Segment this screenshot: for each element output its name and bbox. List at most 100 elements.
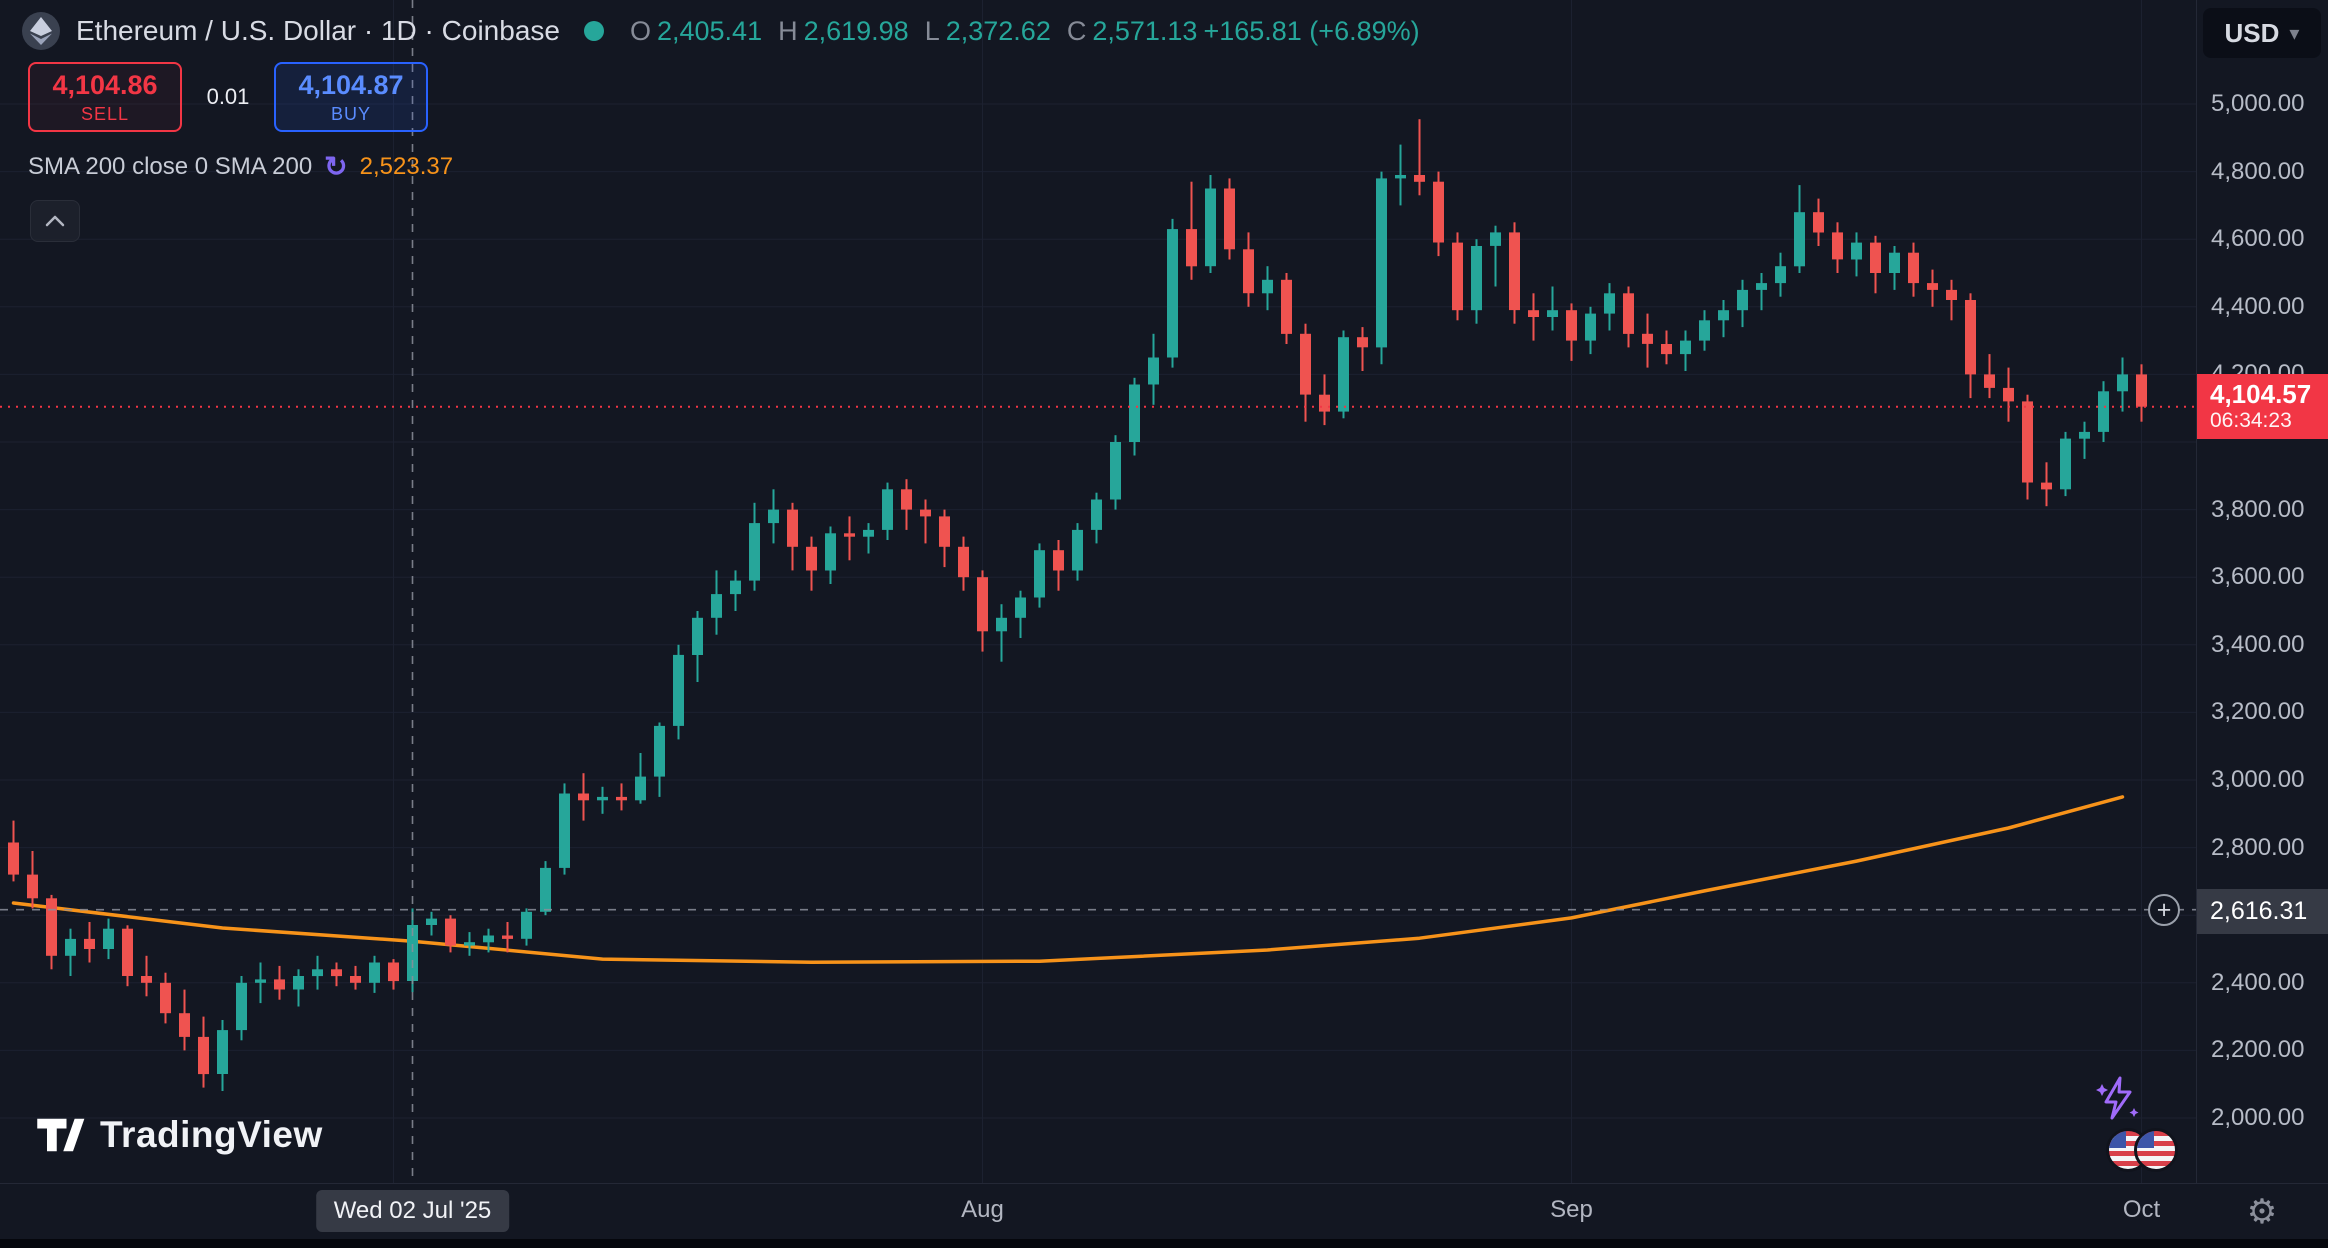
- candle[interactable]: [1091, 492, 1102, 544]
- candle[interactable]: [1813, 198, 1824, 246]
- candle[interactable]: [787, 502, 798, 571]
- candle[interactable]: [2060, 431, 2071, 497]
- candle[interactable]: [1737, 279, 1748, 328]
- candle[interactable]: [1015, 590, 1026, 638]
- candle[interactable]: [749, 502, 760, 591]
- candle[interactable]: [46, 894, 57, 970]
- candle[interactable]: [559, 783, 570, 875]
- candle[interactable]: [958, 536, 969, 591]
- candle[interactable]: [1794, 185, 1805, 273]
- sparkle-boost-icon[interactable]: [2094, 1074, 2142, 1127]
- candle[interactable]: [844, 516, 855, 561]
- candle[interactable]: [1946, 279, 1957, 321]
- gear-icon[interactable]: ⚙: [2246, 1192, 2278, 1231]
- candle[interactable]: [1129, 377, 1140, 456]
- candle[interactable]: [2136, 364, 2147, 422]
- candle[interactable]: [236, 976, 247, 1041]
- candle[interactable]: [179, 989, 190, 1051]
- candle[interactable]: [1319, 374, 1330, 426]
- candle[interactable]: [616, 783, 627, 811]
- candle[interactable]: [369, 955, 380, 993]
- candle[interactable]: [1243, 232, 1254, 307]
- candle[interactable]: [1281, 273, 1292, 344]
- candle[interactable]: [483, 928, 494, 953]
- candle[interactable]: [1034, 543, 1045, 608]
- candle[interactable]: [1889, 246, 1900, 290]
- sell-button[interactable]: 4,104.86 SELL: [28, 62, 182, 132]
- candle[interactable]: [1984, 354, 1995, 399]
- candle[interactable]: [635, 753, 646, 804]
- candle[interactable]: [350, 965, 361, 990]
- candle[interactable]: [2022, 394, 2033, 500]
- candle[interactable]: [882, 482, 893, 540]
- candle[interactable]: [654, 722, 665, 797]
- candlestick-chart[interactable]: [0, 0, 2196, 1183]
- candle[interactable]: [2041, 462, 2052, 507]
- candle[interactable]: [540, 861, 551, 916]
- candle[interactable]: [1547, 286, 1558, 331]
- candle[interactable]: [122, 925, 133, 987]
- candle[interactable]: [692, 611, 703, 682]
- candle[interactable]: [312, 955, 323, 990]
- candle[interactable]: [901, 479, 912, 530]
- candle[interactable]: [1186, 181, 1197, 280]
- buy-button[interactable]: 4,104.87 BUY: [274, 62, 428, 132]
- candle[interactable]: [1604, 283, 1615, 331]
- tradingview-logo[interactable]: TradingView: [34, 1112, 323, 1158]
- currency-flags[interactable]: [2106, 1128, 2178, 1172]
- candle[interactable]: [426, 911, 437, 936]
- candle[interactable]: [2117, 357, 2128, 412]
- candle[interactable]: [1110, 435, 1121, 510]
- candle[interactable]: [1718, 300, 1729, 338]
- candle[interactable]: [445, 915, 456, 953]
- candle[interactable]: [1205, 175, 1216, 273]
- candle[interactable]: [8, 820, 19, 882]
- candle[interactable]: [1490, 225, 1501, 287]
- candle[interactable]: [863, 523, 874, 554]
- symbol-title[interactable]: Ethereum / U.S. Dollar · 1D · Coinbase: [76, 15, 560, 46]
- candle[interactable]: [711, 570, 722, 635]
- candle[interactable]: [1965, 293, 1976, 399]
- candle[interactable]: [502, 922, 513, 953]
- time-axis[interactable]: Wed 02 Jul '25 ⚙ Aug Sep Oct: [0, 1183, 2328, 1239]
- candle[interactable]: [84, 922, 95, 963]
- candle[interactable]: [1927, 269, 1938, 307]
- candle[interactable]: [1452, 232, 1463, 321]
- candle[interactable]: [1433, 171, 1444, 257]
- candle[interactable]: [274, 965, 285, 1000]
- indicator-title[interactable]: SMA 200 close 0 SMA 200: [28, 152, 313, 180]
- candle[interactable]: [1775, 252, 1786, 297]
- candle[interactable]: [1148, 333, 1159, 405]
- candle[interactable]: [293, 969, 304, 1007]
- candle[interactable]: [198, 1016, 209, 1088]
- candle[interactable]: [578, 773, 589, 821]
- candle[interactable]: [597, 786, 608, 814]
- candle[interactable]: [1851, 232, 1862, 277]
- candle[interactable]: [65, 928, 76, 976]
- candle[interactable]: [1832, 222, 1843, 273]
- candle[interactable]: [825, 526, 836, 585]
- candle[interactable]: [1680, 330, 1691, 372]
- candle[interactable]: [1262, 266, 1273, 311]
- candle[interactable]: [141, 955, 152, 997]
- candle[interactable]: [1623, 286, 1634, 348]
- candle[interactable]: [160, 972, 171, 1024]
- currency-selector[interactable]: USD ▾: [2203, 8, 2321, 58]
- candle[interactable]: [1300, 323, 1311, 422]
- candle[interactable]: [996, 604, 1007, 662]
- candle[interactable]: [1870, 235, 1881, 294]
- candle[interactable]: [103, 918, 114, 960]
- candle[interactable]: [1699, 310, 1710, 351]
- candle[interactable]: [1376, 171, 1387, 365]
- candle[interactable]: [730, 570, 741, 611]
- candle[interactable]: [1661, 330, 1672, 365]
- candle[interactable]: [2079, 421, 2090, 459]
- candle[interactable]: [1338, 330, 1349, 419]
- candle[interactable]: [673, 644, 684, 740]
- candle[interactable]: [1167, 218, 1178, 368]
- candle[interactable]: [27, 851, 38, 909]
- candle[interactable]: [1224, 178, 1235, 260]
- candle[interactable]: [977, 570, 988, 652]
- indicator-legend[interactable]: SMA 200 close 0 SMA 200 ↻ 2,523.37: [28, 150, 453, 183]
- candle[interactable]: [939, 509, 950, 568]
